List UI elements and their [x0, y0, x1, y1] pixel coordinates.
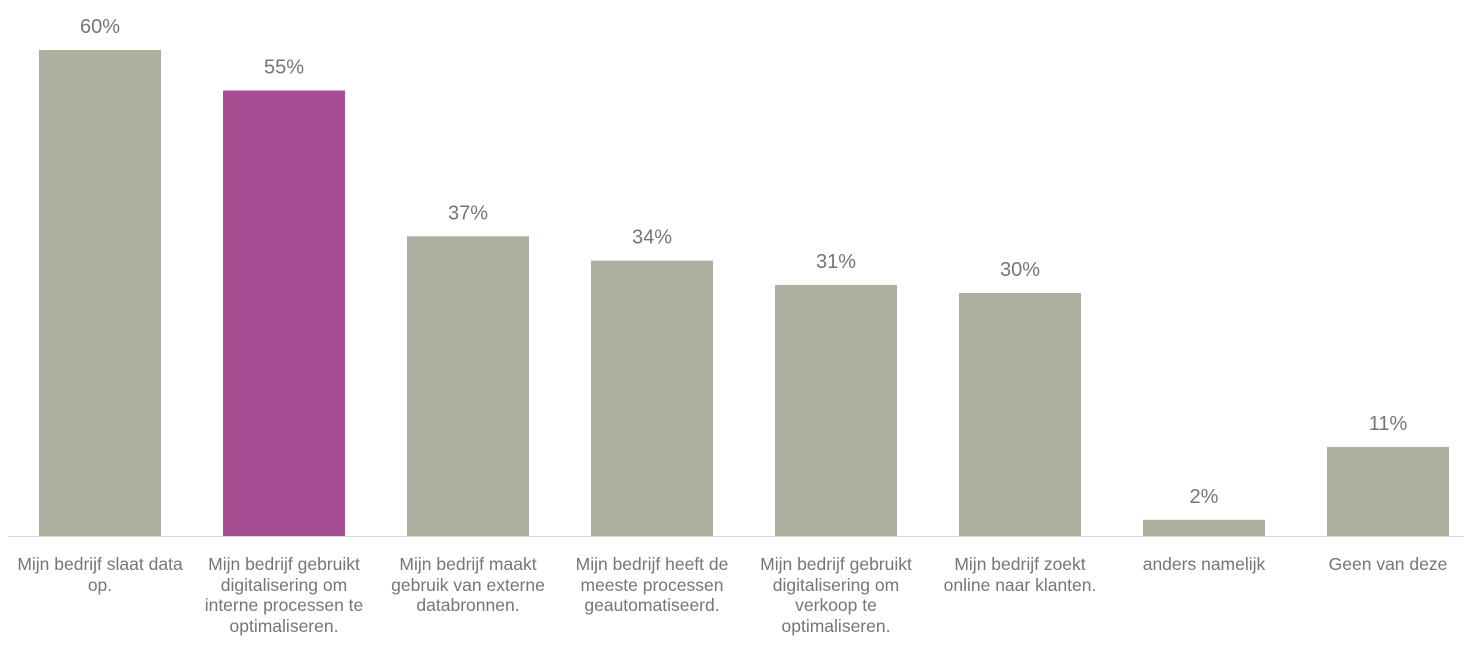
bar-8 [1327, 446, 1449, 536]
category-label-6: Mijn bedrijf zoekt online naar klanten. [943, 554, 1097, 595]
bar-3 [407, 236, 529, 537]
category-label-7: anders namelijk [1142, 554, 1266, 574]
category-label-5: Mijn bedrijf gebruikt digitalisering om … [760, 554, 912, 636]
value-label-3: 37% [448, 202, 488, 224]
value-label-4: 34% [632, 227, 672, 249]
value-label-5: 31% [816, 251, 856, 273]
value-label-8: 11% [1369, 413, 1408, 435]
category-label-4: Mijn bedrijf heeft de meeste processen g… [575, 554, 729, 615]
bar-2 [223, 90, 345, 536]
category-label-2: Mijn bedrijf gebruikt digitalisering om … [204, 554, 364, 636]
bar-4 [591, 260, 713, 536]
category-label-8: Geen van deze [1328, 554, 1448, 574]
category-label-1: Mijn bedrijf slaat data op. [17, 554, 183, 595]
bar-1 [39, 50, 161, 536]
value-label-2: 55% [264, 57, 304, 79]
value-label-6: 30% [1000, 259, 1040, 281]
bar-5 [775, 284, 897, 536]
bar-7 [1143, 519, 1265, 536]
category-label-3: Mijn bedrijf maakt gebruik van externe d… [391, 554, 545, 615]
bar-6 [959, 293, 1081, 536]
value-label-1: 60% [80, 16, 120, 38]
value-label-7: 2% [1190, 486, 1219, 508]
